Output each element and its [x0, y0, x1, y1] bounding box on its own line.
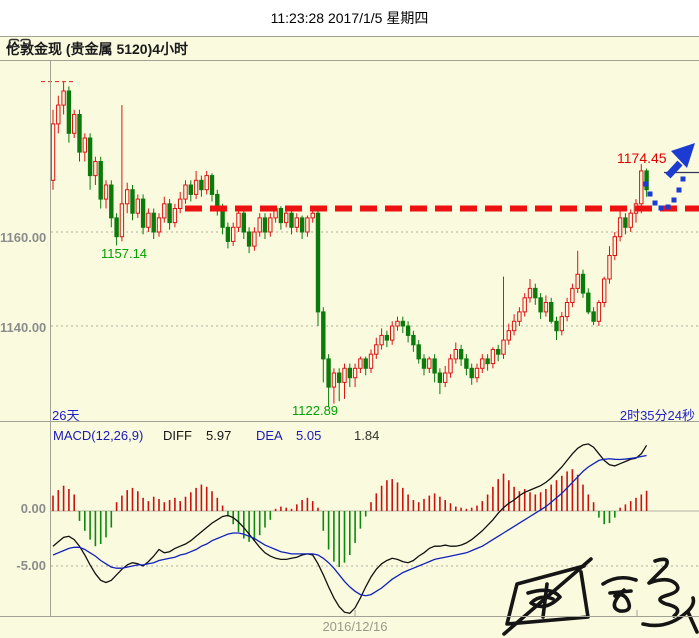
- main-gridlines: [41, 81, 699, 327]
- swing-low-label: 1157.14: [101, 246, 148, 261]
- price-tick-1160: 1160.00: [0, 230, 47, 245]
- macd-tick-minus5: -5.00: [16, 558, 46, 573]
- latest-high-label: 1174.45: [617, 150, 667, 166]
- x-axis-line: [0, 616, 699, 617]
- link-icon[interactable]: [8, 37, 32, 50]
- forecast-arrow: [643, 143, 699, 211]
- title-bar: 伦敦金现 (贵金属 5120)4小时: [0, 36, 699, 61]
- y-axis-line: [50, 61, 51, 616]
- symbol-title: 伦敦金现 (贵金属 5120)4小时: [6, 40, 189, 57]
- macd-gridlines: [51, 510, 699, 567]
- dea-label: DEA: [256, 428, 283, 443]
- macd-legend-row: MACD(12,26,9) DIFF 5.97 DEA 5.05 1.84: [0, 428, 699, 446]
- candlestick-plot[interactable]: [51, 81, 649, 407]
- macd-tick-zero: 0.00: [20, 501, 46, 516]
- clock-timestamp: 11:23:28 2017/1/5 星期四: [270, 10, 429, 26]
- macd-bar-value: 1.84: [354, 428, 380, 443]
- panel-divider-line: [0, 421, 699, 422]
- macd-name[interactable]: MACD(12,26,9): [53, 428, 144, 443]
- diff-label: DIFF: [163, 428, 192, 443]
- price-tick-1140: 1140.00: [0, 320, 47, 335]
- date-axis-label: 2016/12/16: [322, 619, 388, 634]
- bar-countdown-label: 2时35分24秒: [619, 408, 695, 423]
- macd-plot[interactable]: [52, 443, 648, 615]
- diff-value: 5.97: [206, 428, 232, 443]
- x-axis-ticks: [354, 610, 638, 616]
- span-days-label: 26天: [52, 408, 80, 423]
- signature-watermark: [502, 557, 699, 636]
- dea-value: 5.05: [296, 428, 322, 443]
- lowest-low-label: 1122.89: [292, 403, 339, 418]
